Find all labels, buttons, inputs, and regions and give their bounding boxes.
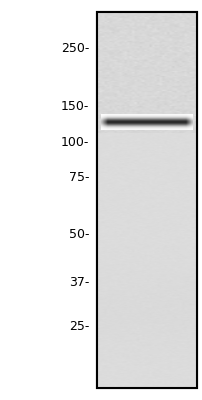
FancyBboxPatch shape xyxy=(97,12,196,388)
Text: 37-: 37- xyxy=(69,276,89,288)
Text: 250-: 250- xyxy=(61,42,89,54)
Text: 100-: 100- xyxy=(61,136,89,148)
Text: 150-: 150- xyxy=(61,100,89,112)
Text: 75-: 75- xyxy=(68,172,89,184)
Text: 25-: 25- xyxy=(69,320,89,332)
Text: 50-: 50- xyxy=(68,228,89,240)
